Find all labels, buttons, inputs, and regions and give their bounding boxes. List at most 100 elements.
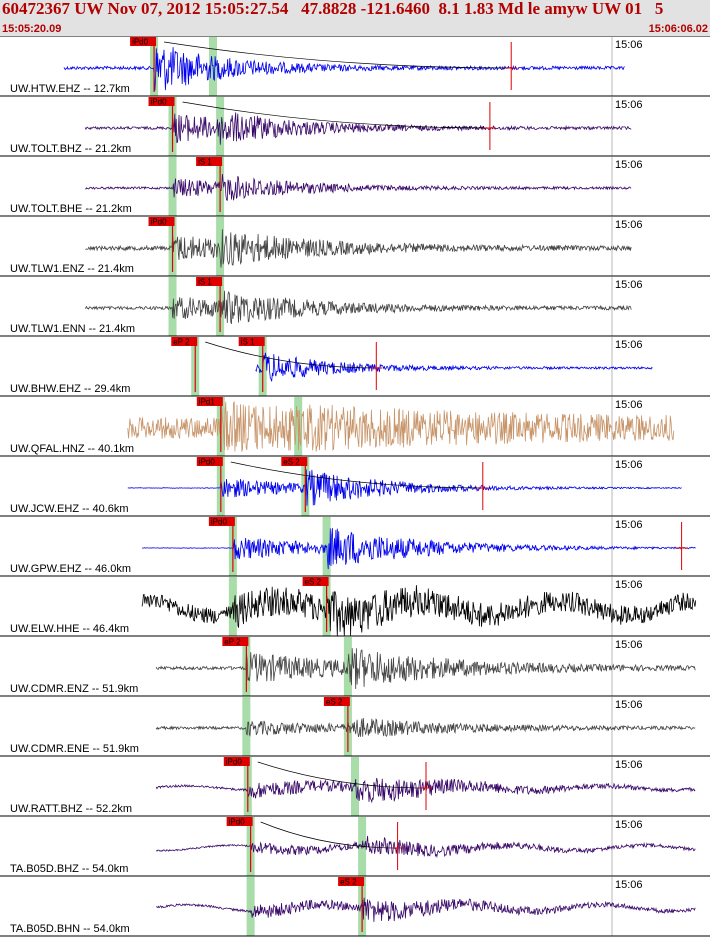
time-tick-label: 15:06: [615, 219, 643, 231]
trace-row[interactable]: 15:06 iPd0 UW.GPW.EHZ -- 46.0km: [0, 515, 710, 576]
start-time: 15:05:20.09: [2, 23, 62, 35]
s-pick-flag[interactable]: [323, 697, 350, 706]
p-pick-flag[interactable]: [171, 337, 198, 346]
trace-row[interactable]: 15:06 iPd0 UW.TLW1.ENZ -- 21.4km: [0, 215, 710, 276]
p-pick-label: iPd0: [211, 518, 228, 527]
waveform: [141, 528, 696, 570]
decay-curve: [182, 101, 490, 129]
station-label: UW.BHW.EHZ -- 29.4km: [10, 383, 130, 395]
p-window: [246, 877, 255, 936]
p-pick-flag[interactable]: [226, 817, 253, 826]
time-tick-label: 15:06: [615, 579, 643, 591]
p-pick-flag[interactable]: [223, 757, 250, 766]
p-pick-label: eP 2: [224, 638, 241, 647]
s-pick-flag[interactable]: [338, 877, 365, 886]
p-pick-label: iPd0: [132, 38, 149, 47]
trace-row[interactable]: 15:06 iPd0 TA.B05D.BHZ -- 54.0km: [0, 815, 710, 876]
p-pick-label: iPd0: [229, 818, 246, 827]
p-pick-flag[interactable]: [222, 637, 249, 646]
station-label: UW.RATT.BHZ -- 52.2km: [10, 803, 132, 815]
trace-row[interactable]: 15:06 eP 2 UW.CDMR.ENZ -- 51.9km: [0, 635, 710, 696]
waveform: [155, 835, 696, 859]
trace-row[interactable]: 15:06 iS 1 UW.TLW1.ENN -- 21.4km: [0, 275, 710, 336]
station-label: UW.TLW1.ENZ -- 21.4km: [10, 263, 134, 275]
s-pick-label: eS 2: [340, 878, 357, 887]
station-label: TA.B05D.BHZ -- 54.0km: [10, 863, 128, 875]
trace-row[interactable]: 15:06 iPd0 UW.RATT.BHZ -- 52.2km: [0, 755, 710, 816]
s-pick-label: iS 1: [241, 338, 255, 347]
s-pick-flag[interactable]: [196, 157, 223, 166]
p-pick-label: iPd0: [199, 458, 216, 467]
trace-row[interactable]: 15:06 iS 1 UW.TOLT.BHE -- 21.2km: [0, 155, 710, 216]
waveform: [155, 897, 696, 922]
p-pick-flag[interactable]: [196, 397, 223, 406]
trace-row[interactable]: 15:06 eS 2 TA.B05D.BHN -- 54.0km: [0, 875, 710, 936]
time-tick-label: 15:06: [615, 339, 643, 351]
decay-curve: [164, 41, 512, 69]
waveform: [85, 173, 632, 201]
waveform: [127, 469, 682, 506]
time-tick-label: 15:06: [615, 279, 643, 291]
waveform: [255, 352, 653, 382]
s-pick-label: iS 1: [198, 278, 212, 287]
s-pick-flag[interactable]: [302, 577, 329, 586]
p-pick-flag[interactable]: [208, 517, 235, 526]
time-tick-label: 15:06: [615, 99, 643, 111]
p-pick-flag[interactable]: [130, 37, 157, 46]
trace-row[interactable]: 15:06 eS 2 UW.ELW.HHE -- 46.4km: [0, 575, 710, 636]
decay-curve: [257, 761, 427, 789]
s-window: [216, 217, 225, 276]
station-label: UW.HTW.EHZ -- 12.7km: [10, 83, 130, 95]
p-window: [168, 277, 177, 336]
trace-row[interactable]: 15:06 iPd0 eS 2 UW.JCW.EHZ -- 40.6km: [0, 455, 710, 516]
station-label: UW.JCW.EHZ -- 40.6km: [10, 503, 129, 515]
seismogram-panel[interactable]: 15:06 iPd0 UW.HTW.EHZ -- 12.7km 15:06 iPd0 UW…: [0, 36, 710, 938]
waveform: [127, 400, 675, 452]
time-tick-label: 15:06: [615, 819, 643, 831]
p-pick-flag[interactable]: [148, 97, 175, 106]
trace-row[interactable]: 15:06 eP 2 iS 1 UW.BHW.EHZ -- 29.4km: [0, 335, 710, 396]
station-label: UW.ELW.HHE -- 46.4km: [10, 623, 129, 635]
time-tick-label: 15:06: [615, 639, 643, 651]
s-pick-label: eS 2: [305, 578, 322, 587]
time-tick-label: 15:06: [615, 399, 643, 411]
event-header: 60472367 UW Nov 07, 2012 15:05:27.54 47.…: [0, 0, 710, 36]
time-tick-label: 15:06: [615, 519, 643, 531]
station-label: UW.CDMR.ENE -- 51.9km: [10, 743, 139, 755]
trace-row[interactable]: 15:06 iPd0 UW.TOLT.BHZ -- 21.2km: [0, 95, 710, 156]
decay-curve: [205, 341, 377, 369]
time-tick-label: 15:06: [615, 699, 643, 711]
p-pick-flag[interactable]: [148, 217, 175, 226]
time-tick-label: 15:06: [615, 159, 643, 171]
s-pick-label: eS 2: [283, 458, 300, 467]
p-window: [168, 157, 177, 216]
p-window: [242, 697, 251, 756]
waveform: [63, 47, 625, 91]
decay-curve: [260, 821, 398, 849]
time-tick-label: 15:06: [615, 39, 643, 51]
station-label: UW.GPW.EHZ -- 46.0km: [10, 563, 131, 575]
waveform: [155, 648, 696, 690]
trace-row[interactable]: 15:06 iPd1 UW.QFAL.HNZ -- 40.1km: [0, 395, 710, 456]
s-pick-label: iS 1: [198, 158, 212, 167]
p-pick-label: iPd0: [151, 218, 168, 227]
time-tick-label: 15:06: [615, 759, 643, 771]
trace-row[interactable]: 15:06 iPd0 UW.HTW.EHZ -- 12.7km: [0, 36, 710, 96]
station-label: UW.TOLT.BHE -- 21.2km: [10, 203, 132, 215]
p-pick-label: iPd0: [151, 98, 168, 107]
time-tick-label: 15:06: [615, 459, 643, 471]
decay-curve: [230, 461, 483, 489]
p-pick-flag[interactable]: [196, 457, 223, 466]
trace-row[interactable]: 15:06 eS 2 UW.CDMR.ENE -- 51.9km: [0, 695, 710, 756]
s-pick-flag[interactable]: [238, 337, 265, 346]
s-pick-flag[interactable]: [196, 277, 223, 286]
station-label: UW.TLW1.ENN -- 21.4km: [10, 323, 135, 335]
waveform: [141, 585, 697, 636]
end-time: 15:06:06.02: [648, 23, 708, 35]
s-pick-flag[interactable]: [281, 457, 308, 466]
station-label: UW.QFAL.HNZ -- 40.1km: [10, 443, 134, 455]
p-pick-label: iPd1: [199, 398, 216, 407]
p-pick-label: iPd0: [226, 758, 243, 767]
p-pick-label: eP 2: [173, 338, 190, 347]
s-pick-label: eS 2: [326, 698, 343, 707]
